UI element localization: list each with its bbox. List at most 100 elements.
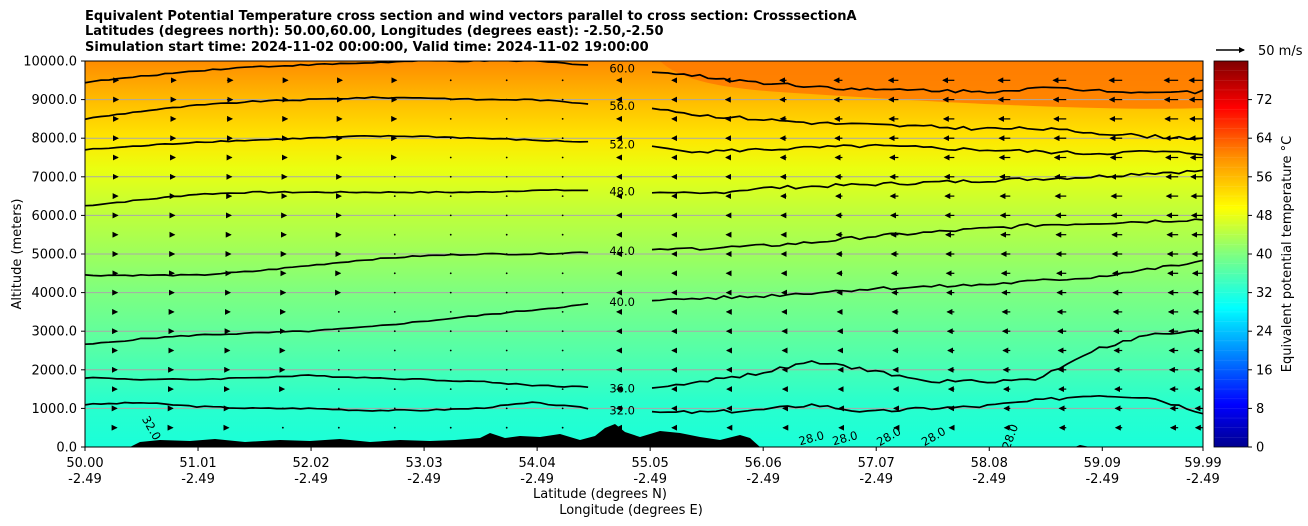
colorbar-tick-label: 64	[1256, 132, 1273, 147]
x-tick-label-lon: -2.49	[68, 472, 102, 487]
contour-label: 60.0	[609, 61, 635, 75]
x-tick-label-lat: 59.99	[1184, 456, 1221, 471]
y-tick-label: 0.0	[56, 441, 77, 456]
wind-vector	[561, 253, 564, 255]
x-axis-label-longitude: Longitude (degrees E)	[559, 503, 703, 518]
wind-vector	[505, 253, 508, 255]
wind-vector	[561, 330, 564, 333]
wind-reference-key: 50 m/s	[1216, 44, 1303, 59]
wind-vector	[449, 137, 452, 140]
wind-vector	[393, 272, 396, 275]
wind-vector	[337, 407, 340, 410]
wind-vector	[561, 98, 564, 101]
x-axis-label-latitude: Latitude (degrees N)	[533, 487, 667, 502]
x-tick-label-lon: -2.49	[407, 472, 441, 487]
wind-vector	[449, 272, 452, 275]
contour-line	[651, 107, 1203, 140]
wind-vector	[337, 311, 340, 313]
x-tick-label-lon: -2.49	[294, 472, 328, 487]
colorbar-tick-label: 56	[1256, 170, 1273, 185]
wind-vector	[505, 330, 508, 333]
chart-title-line-2: Latitudes (degrees north): 50.00,60.00, …	[85, 24, 664, 39]
wind-vector	[561, 214, 564, 217]
wind-vector	[561, 195, 564, 198]
wind-vector	[449, 79, 452, 82]
plot-area: 32.036.040.044.048.052.056.060.032.0 28.0…	[84, 60, 1204, 448]
x-tick-label-lat: 51.01	[179, 456, 216, 471]
wind-vector	[561, 79, 564, 82]
colorbar-tick-label: 32	[1256, 286, 1273, 301]
y-axis-label: Altitude (meters)	[10, 199, 25, 310]
wind-vector	[505, 407, 508, 410]
y-tick-label: 2000.0	[32, 363, 78, 378]
contour-lines: 32.036.040.044.048.052.056.060.032.0 28.0…	[85, 61, 1203, 447]
wind-vector	[393, 214, 396, 217]
wind-vector	[449, 407, 452, 410]
wind-vector	[449, 195, 452, 198]
wind-vector	[561, 311, 564, 313]
x-tick-label-lat: 50.00	[66, 456, 103, 471]
contour-line	[85, 251, 589, 277]
y-axis-ticks: 0.0 1000.0 2000.0 3000.0 4000.0 5000.0 6000.0 7…	[23, 55, 85, 456]
x-tick-label-lon: -2.49	[520, 472, 554, 487]
x-tick-label-lat: 55.05	[632, 456, 669, 471]
wind-vector	[561, 388, 564, 390]
chart-title-line-3: Simulation start time: 2024-11-02 00:00:…	[85, 40, 649, 55]
wind-vector	[393, 175, 396, 178]
wind-vector	[505, 137, 508, 140]
wind-vector	[449, 233, 452, 236]
wind-vector	[449, 368, 452, 371]
terrain	[130, 424, 760, 447]
wind-vector	[505, 175, 508, 178]
y-tick-label: 8000.0	[32, 132, 78, 147]
contour-line	[651, 71, 1203, 95]
wind-vector	[393, 349, 396, 352]
contour-line	[651, 143, 1203, 156]
wind-vector	[561, 291, 564, 294]
contour-label: 32.0	[609, 404, 635, 418]
wind-vector	[393, 233, 396, 236]
wind-vector	[505, 291, 508, 294]
wind-vector	[449, 253, 452, 255]
contour-line	[85, 61, 589, 84]
x-tick-label-lon: -2.49	[746, 472, 780, 487]
wind-vector	[561, 272, 564, 275]
wind-vector	[505, 388, 508, 390]
wind-vector	[449, 98, 452, 101]
wind-vector	[505, 118, 508, 120]
colorbar-tick-label: 48	[1256, 209, 1273, 224]
wind-vector	[561, 233, 564, 236]
colorbar-label: Equivalent potential temperature °C	[1280, 136, 1295, 372]
wind-vector	[561, 156, 564, 159]
wind-vector	[393, 388, 396, 390]
wind-vector	[505, 426, 508, 429]
y-tick-label: 4000.0	[32, 286, 78, 301]
x-tick-label-lon: -2.49	[633, 472, 667, 487]
wind-vector	[505, 368, 508, 371]
x-tick-label-lat: 53.03	[405, 456, 442, 471]
wind-vectors	[111, 77, 1203, 431]
wind-vector	[337, 426, 340, 429]
colorbar-ticks: 0 8 16 24 32 40 48 56 64 72	[1248, 93, 1273, 456]
reference-arrow-label: 50 m/s	[1258, 44, 1303, 59]
colorbar: 0 8 16 24 32 40 48 56 64 72 Equivalent potential …	[1213, 60, 1295, 456]
wind-vector	[449, 388, 452, 390]
wind-vector	[393, 368, 396, 371]
wind-vector	[449, 426, 452, 429]
x-tick-label-lat: 58.08	[971, 456, 1008, 471]
wind-vector	[449, 330, 452, 333]
colorbar-tick-label: 72	[1256, 93, 1273, 108]
colorbar-gradient	[1214, 61, 1248, 447]
wind-vector	[393, 426, 396, 429]
contour-label: 44.0	[609, 244, 635, 258]
y-tick-label: 9000.0	[32, 93, 78, 108]
x-axis-ticks: 50.00-2.4951.01-2.4952.02-2.4953.03-2.49…	[66, 447, 1222, 487]
y-tick-label: 10000.0	[23, 55, 77, 70]
wind-vector	[561, 368, 564, 371]
colorbar-bands	[1214, 70, 1248, 448]
wind-vector	[449, 214, 452, 217]
contour-line	[651, 259, 1203, 302]
warm-region	[660, 61, 1203, 109]
wind-vector	[561, 407, 564, 410]
